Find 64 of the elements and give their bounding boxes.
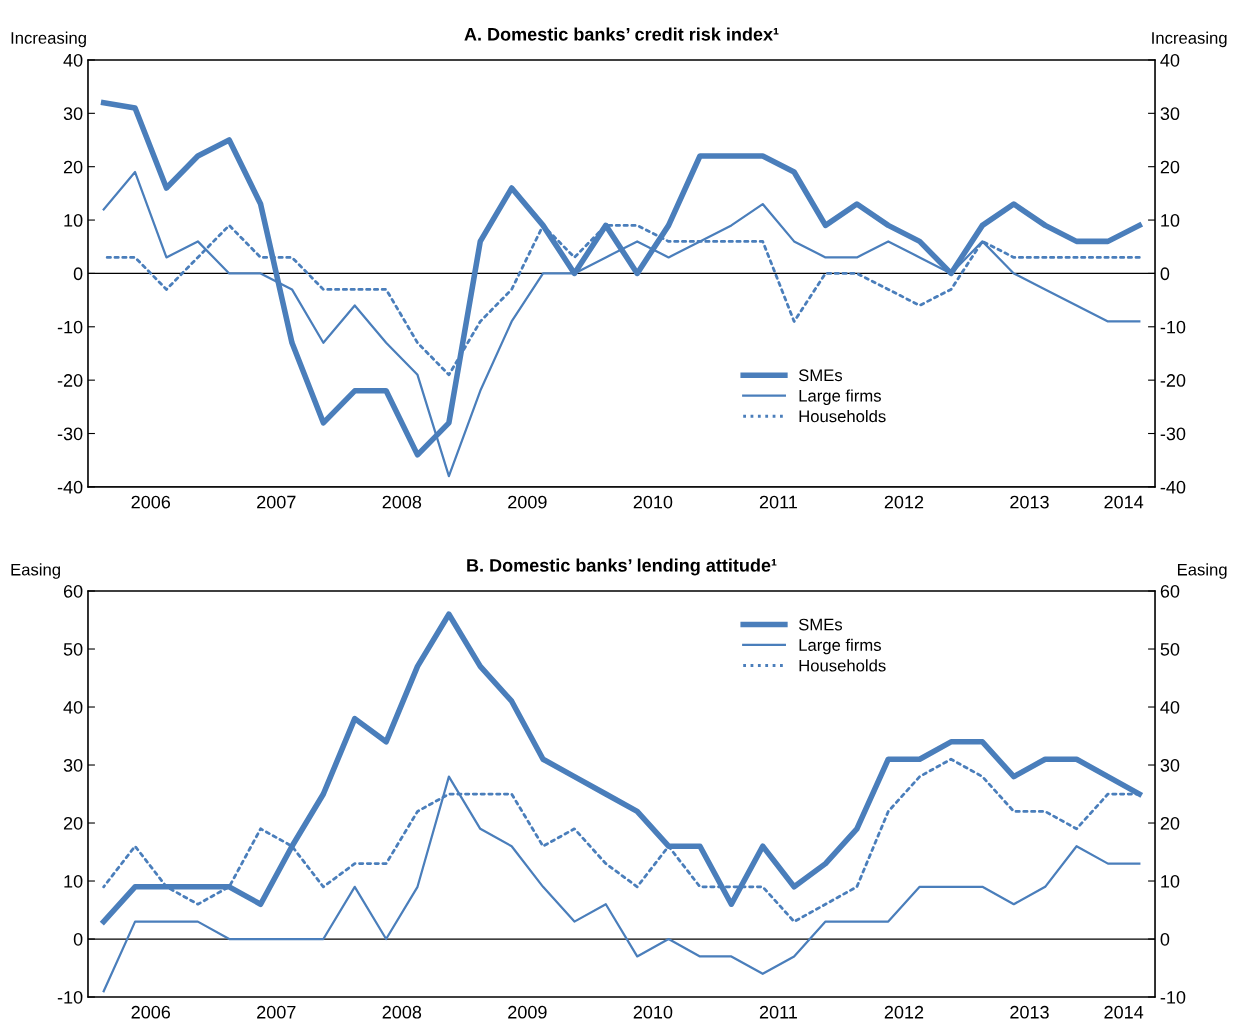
x-tick-label: 2006: [131, 1005, 171, 1019]
y2-tick-label: -40: [1160, 480, 1186, 494]
y2-tick-label: -10: [1160, 320, 1186, 334]
legend-label: Large firms: [799, 389, 881, 405]
y2-axis-title: Easing: [1177, 563, 1227, 579]
y2-tick-label: 0: [1160, 267, 1170, 281]
x-tick-label: 2010: [633, 1005, 673, 1019]
x-tick-label: 2013: [1010, 495, 1049, 509]
x-tick-label: 2007: [257, 495, 296, 509]
chart-title: B. Domestic banks’ lending attitude¹: [467, 558, 777, 576]
y2-tick-label: -20: [1160, 374, 1186, 387]
y2-tick-label: 0: [1160, 932, 1170, 946]
y-tick-label: 50: [63, 642, 83, 656]
y-tick-label: 10: [64, 213, 83, 227]
y2-tick-label: 40: [1160, 700, 1180, 714]
y-tick-label: 60: [63, 584, 83, 598]
y2-tick-label: 10: [1161, 874, 1180, 888]
y-tick-label: 30: [63, 107, 83, 121]
chart-title: A. Domestic banks’ credit risk index¹: [464, 27, 779, 41]
y-axis-title: Easing: [11, 563, 60, 579]
y-axis-title: Increasing: [11, 31, 86, 48]
y-tick-label: 0: [73, 267, 83, 281]
x-tick-label: 2012: [884, 1005, 924, 1019]
y2-axis-title: Increasing: [1152, 31, 1227, 48]
y-tick-label: 10: [64, 874, 83, 888]
legend-label: Large firms: [799, 638, 881, 655]
y2-tick-label: 50: [1160, 642, 1180, 656]
y2-tick-label: 60: [1160, 584, 1180, 598]
y2-tick-label: 20: [1160, 816, 1180, 830]
x-tick-label: 2006: [131, 495, 171, 509]
y2-tick-label: 30: [1160, 107, 1180, 121]
x-tick-label: 2011: [759, 1005, 797, 1019]
y-tick-label: -10: [57, 320, 83, 334]
y-tick-label: 30: [63, 758, 83, 772]
x-tick-label: 2012: [884, 495, 924, 509]
y2-tick-label: 30: [1160, 758, 1180, 772]
y-tick-label: 40: [63, 700, 83, 714]
y-tick-label: 20: [63, 160, 83, 174]
legend-label: Households: [799, 409, 886, 423]
y-tick-label: -20: [57, 374, 83, 387]
y2-tick-label: 40: [1160, 53, 1180, 67]
y-tick-label: -30: [57, 427, 83, 441]
x-tick-label: 2013: [1010, 1005, 1049, 1019]
x-tick-label: 2010: [633, 495, 673, 509]
legend-label: SMEs: [798, 369, 843, 382]
legend-label: SMEs: [798, 618, 843, 631]
y2-tick-label: 10: [1161, 213, 1180, 227]
y2-tick-label: -30: [1160, 427, 1186, 441]
y-tick-label: -40: [57, 480, 83, 494]
y2-tick-label: -10: [1160, 990, 1186, 1004]
x-tick-label: 2007: [257, 1005, 296, 1019]
x-tick-label: 2014: [1104, 495, 1144, 509]
y-tick-label: 20: [63, 816, 83, 830]
y-tick-label: 0: [73, 932, 83, 946]
x-tick-label: 2014: [1104, 1005, 1144, 1019]
y2-tick-label: 20: [1160, 160, 1180, 174]
x-tick-label: 2009: [508, 495, 547, 509]
y-tick-label: 40: [63, 53, 83, 67]
x-tick-label: 2008: [382, 1005, 422, 1019]
x-tick-label: 2008: [382, 495, 422, 509]
y-tick-label: -10: [57, 990, 83, 1004]
x-tick-label: 2011: [759, 495, 797, 509]
legend-label: Households: [799, 659, 886, 672]
x-tick-label: 2009: [508, 1005, 547, 1019]
